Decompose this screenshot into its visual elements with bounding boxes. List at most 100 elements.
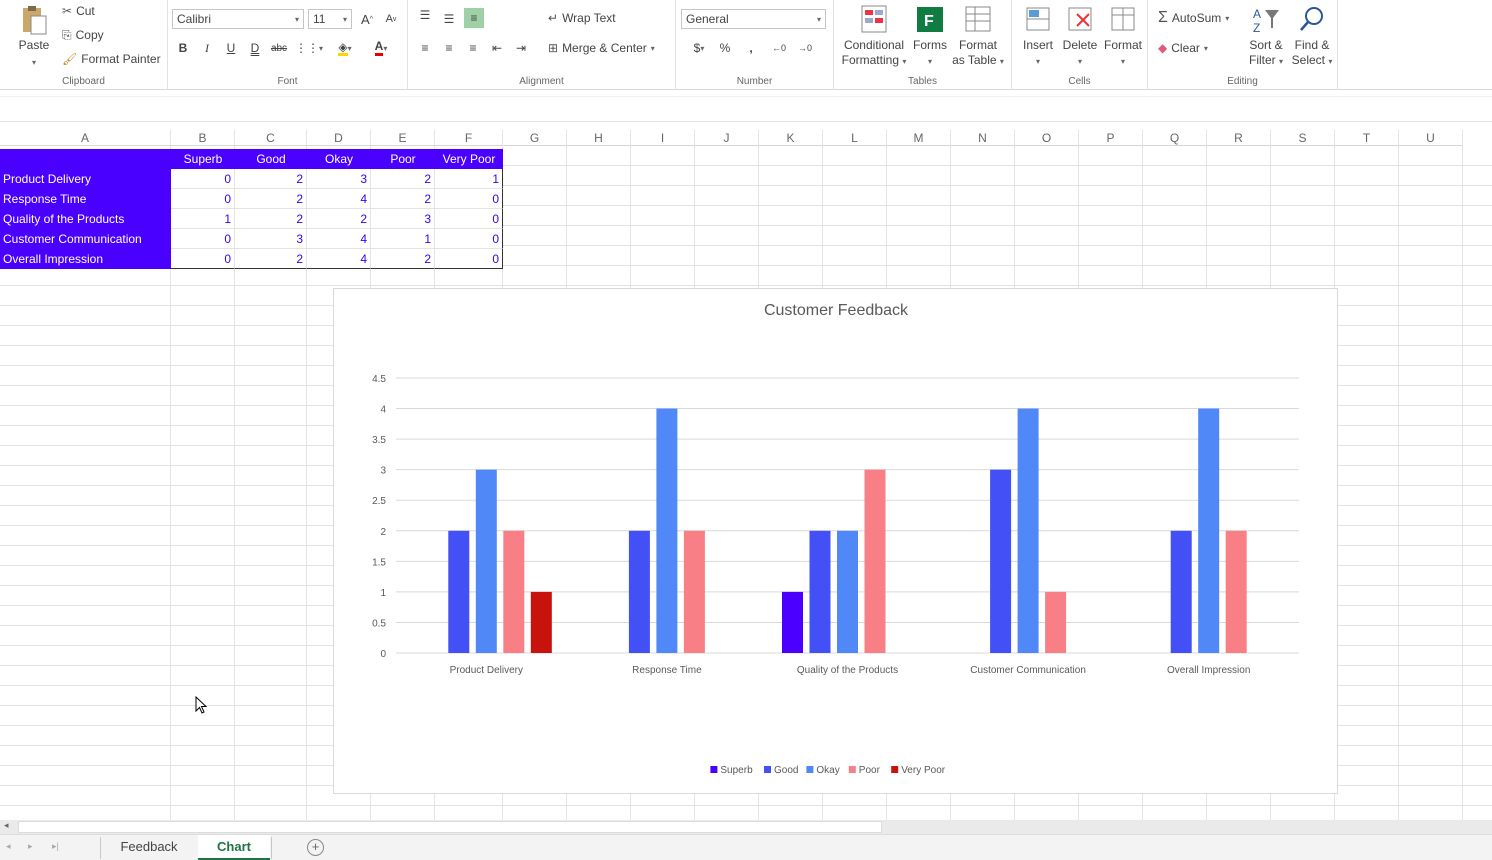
column-header[interactable]: G [503,130,567,146]
table-cell[interactable]: 0 [171,169,235,189]
table-cell[interactable]: 3 [235,229,307,249]
table-cell[interactable]: 0 [171,189,235,209]
underline-button[interactable]: U [226,41,236,55]
clear-button[interactable]: ◆ Clear ▾ [1158,41,1208,55]
font-color-button[interactable]: A ▾ [366,39,396,57]
table-cell[interactable]: 0 [435,189,503,209]
column-header[interactable]: J [695,130,759,146]
conditional-formatting-button[interactable]: Conditional Formatting ▾ [838,4,910,69]
cut-button[interactable]: ✂ Cut [62,4,95,18]
table-cell[interactable]: 2 [235,249,307,269]
column-header[interactable]: K [759,130,823,146]
fill-color-button[interactable]: ◈ ▾ [332,39,358,57]
delete-button[interactable]: Delete ▾ [1060,4,1100,69]
format-painter-button[interactable]: 🖌 Format Painter [62,52,161,66]
table-cell[interactable]: 2 [307,209,371,229]
align-center-icon[interactable]: ≡ [445,41,453,55]
column-header[interactable]: R [1207,130,1271,146]
column-header[interactable]: B [171,130,235,146]
align-left-icon[interactable]: ≡ [421,41,429,55]
wrap-text-button[interactable]: ↵ Wrap Text [548,11,616,25]
column-header[interactable]: M [887,130,951,146]
add-sheet-icon[interactable]: + [307,839,324,856]
column-header[interactable]: A [0,130,171,146]
table-cell[interactable]: 2 [371,189,435,209]
table-cell[interactable]: 4 [307,249,371,269]
increase-indent-icon[interactable]: ⇥ [515,41,527,55]
table-cell[interactable]: 4 [307,229,371,249]
tab-chart[interactable]: Chart [198,835,270,860]
chart-area[interactable]: Customer Feedback 0 0.5 1 1.5 2 2.5 3 3.5 4 4.5 Pr… [333,288,1338,794]
column-header[interactable]: L [823,130,887,146]
column-header[interactable]: T [1335,130,1399,146]
increase-decimal-icon[interactable]: ←0 [771,43,786,53]
next-sheet-icon[interactable]: ▸ [28,841,33,851]
column-header[interactable]: O [1015,130,1079,146]
table-header-cell[interactable]: Superb [171,149,235,169]
table-row-label[interactable]: Overall Impression [0,249,171,269]
column-header[interactable]: E [371,130,435,146]
grow-font-button[interactable]: A ^ [361,11,373,27]
last-sheet-icon[interactable]: ▸| [52,841,59,851]
table-header-cell[interactable]: Poor [371,149,435,169]
table-row-label[interactable]: Quality of the Products [0,209,171,229]
table-cell[interactable]: 0 [435,229,503,249]
column-header[interactable]: D [307,130,371,146]
paste-dropdown-icon[interactable]: ▾ [31,58,36,67]
scroll-left-icon[interactable]: ◂ [4,820,9,830]
table-row-label[interactable]: Customer Communication [0,229,171,249]
table-cell[interactable]: 2 [235,209,307,229]
table-cell[interactable]: 1 [435,169,503,189]
autosum-button[interactable]: Σ AutoSum ▾ [1158,9,1230,26]
font-size-select[interactable]: 11 ▾ [308,9,352,29]
column-header[interactable]: U [1399,130,1463,146]
table-cell[interactable]: 3 [307,169,371,189]
align-middle-icon[interactable]: ☰ [443,12,455,26]
number-format-select[interactable]: General ▾ [681,9,826,29]
strikethrough-button[interactable]: abc [270,42,288,54]
insert-button[interactable]: Insert ▾ [1018,4,1058,69]
horizontal-scrollbar[interactable]: ◂ [0,820,1492,834]
table-cell[interactable]: 0 [171,229,235,249]
table-cell[interactable]: 2 [235,169,307,189]
tab-feedback[interactable]: Feedback [120,839,178,854]
table-cell[interactable]: 0 [435,249,503,269]
column-header[interactable]: H [567,130,631,146]
table-row-label[interactable]: Response Time [0,189,171,209]
paste-button[interactable]: Paste ▾ [12,4,56,70]
copy-button[interactable]: ⎘ Copy [62,28,104,42]
prev-sheet-icon[interactable]: ◂ [6,841,11,851]
decrease-decimal-icon[interactable]: →0 [797,43,812,53]
font-name-select[interactable]: Calibri ▾ [172,9,304,29]
borders-button[interactable]: ⋮⋮ ▾ [295,39,323,57]
table-cell[interactable]: 2 [371,249,435,269]
table-header-cell[interactable]: Okay [307,149,371,169]
percent-button[interactable]: % [719,41,731,55]
align-right-icon[interactable]: ≡ [469,41,477,55]
table-cell[interactable]: 1 [371,229,435,249]
table-cell[interactable]: 1 [171,209,235,229]
comma-style-button[interactable]: , [749,41,753,55]
find-select-button[interactable]: Find & Select ▾ [1290,4,1334,69]
table-corner-cell[interactable] [0,149,171,169]
decrease-indent-icon[interactable]: ⇤ [491,41,503,55]
table-cell[interactable]: 2 [371,169,435,189]
column-header[interactable]: F [435,130,503,146]
table-cell[interactable]: 4 [307,189,371,209]
column-header[interactable]: N [951,130,1015,146]
column-header[interactable]: C [235,130,307,146]
currency-button[interactable]: $ ▾ [693,41,705,55]
table-header-cell[interactable]: Very Poor [435,149,503,169]
table-cell[interactable]: 0 [171,249,235,269]
double-underline-button[interactable]: D [250,41,260,55]
table-header-cell[interactable]: Good [235,149,307,169]
column-header[interactable]: Q [1143,130,1207,146]
table-cell[interactable]: 0 [435,209,503,229]
align-bottom-icon[interactable]: ≡ [464,8,484,28]
format-cells-button[interactable]: Format ▾ [1102,4,1144,69]
column-header[interactable]: P [1079,130,1143,146]
format-as-table-button[interactable]: Format as Table ▾ [950,4,1006,69]
merge-center-button[interactable]: ⊞ Merge & Center ▾ [548,41,655,55]
